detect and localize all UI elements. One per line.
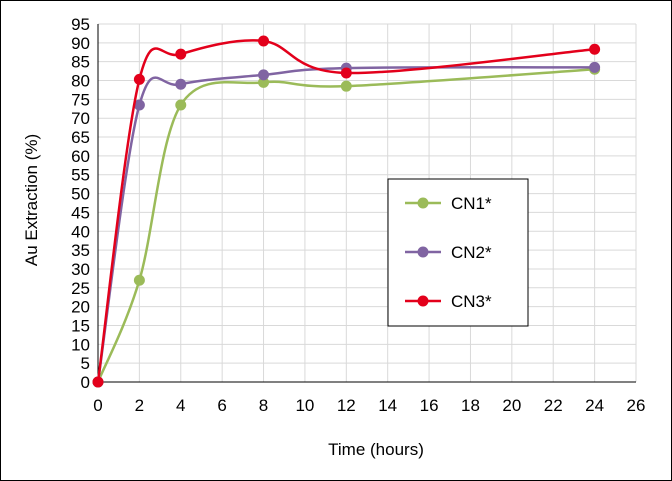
y-tick-label: 95 xyxy=(71,15,90,34)
grid xyxy=(98,23,637,382)
y-axis-title: Au Extraction (%) xyxy=(22,134,41,266)
legend-item: CN2* xyxy=(405,243,492,262)
axes xyxy=(97,24,636,383)
x-tick-label: 0 xyxy=(93,396,102,415)
y-tick-label: 50 xyxy=(71,185,90,204)
tick-labels: 0 2 4 6 8 10 12 14 16 18 20 22 24 2605101520253035404… xyxy=(71,15,645,415)
x-tick-label: 12 xyxy=(337,396,356,415)
y-tick-label: 65 xyxy=(71,128,90,147)
x-tick-label: 26 xyxy=(627,396,646,415)
y-tick-label: 90 xyxy=(71,34,90,53)
legend-label: CN1* xyxy=(451,194,492,213)
data-point xyxy=(133,274,145,286)
y-tick-label: 55 xyxy=(71,166,90,185)
y-tick-label: 15 xyxy=(71,316,90,335)
series-3 xyxy=(92,35,601,388)
y-tick-label: 25 xyxy=(71,279,90,298)
y-tick-label: 80 xyxy=(71,72,90,91)
y-tick-label: 35 xyxy=(71,241,90,260)
x-tick-label: 6 xyxy=(217,396,226,415)
x-tick-label: 18 xyxy=(461,396,480,415)
x-tick-label: 8 xyxy=(259,396,268,415)
data-point xyxy=(258,35,270,47)
x-tick-label: 22 xyxy=(544,396,563,415)
y-tick-label: 30 xyxy=(71,260,90,279)
y-tick-label: 10 xyxy=(71,335,90,354)
data-point xyxy=(258,76,270,88)
legend: CN1* CN2* CN3* xyxy=(387,178,529,327)
y-tick-label: 60 xyxy=(71,147,90,166)
data-point xyxy=(133,99,145,111)
data-point xyxy=(175,99,187,111)
data-point xyxy=(175,48,187,60)
series-line xyxy=(96,66,595,383)
data-point xyxy=(589,61,601,73)
data-point xyxy=(340,67,352,79)
legend-item: CN1* xyxy=(405,194,492,213)
y-tick-label: 0 xyxy=(81,373,90,392)
data-point xyxy=(92,376,104,388)
legend-label: CN2* xyxy=(451,243,492,262)
legend-swatch-marker xyxy=(417,295,429,307)
y-tick-label: 20 xyxy=(71,298,90,317)
y-tick-label: 75 xyxy=(71,90,90,109)
x-tick-label: 16 xyxy=(420,396,439,415)
data-point xyxy=(133,73,145,85)
y-tick-label: 70 xyxy=(71,109,90,128)
legend-label: CN3* xyxy=(451,292,492,311)
x-tick-label: 4 xyxy=(176,396,185,415)
data-point xyxy=(589,43,601,55)
legend-item: CN3* xyxy=(405,292,492,311)
y-tick-label: 45 xyxy=(71,203,90,222)
x-tick-label: 2 xyxy=(135,396,144,415)
y-tick-label: 5 xyxy=(81,354,90,373)
data-point xyxy=(258,69,270,81)
y-tick-label: 85 xyxy=(71,53,90,72)
series xyxy=(92,35,601,388)
x-tick-label: 20 xyxy=(502,396,521,415)
series-line xyxy=(96,39,595,383)
y-tick-label: 40 xyxy=(71,222,90,241)
x-tick-label: 14 xyxy=(378,396,397,415)
x-tick-label: 24 xyxy=(585,396,604,415)
x-tick-label: 10 xyxy=(295,396,314,415)
legend-items: CN1* CN2* CN3* xyxy=(405,194,492,311)
legend-swatch-marker xyxy=(417,246,429,258)
x-axis-title: Time (hours) xyxy=(328,440,424,459)
legend-swatch-marker xyxy=(417,197,429,209)
data-point xyxy=(175,78,187,90)
data-point xyxy=(340,80,352,92)
